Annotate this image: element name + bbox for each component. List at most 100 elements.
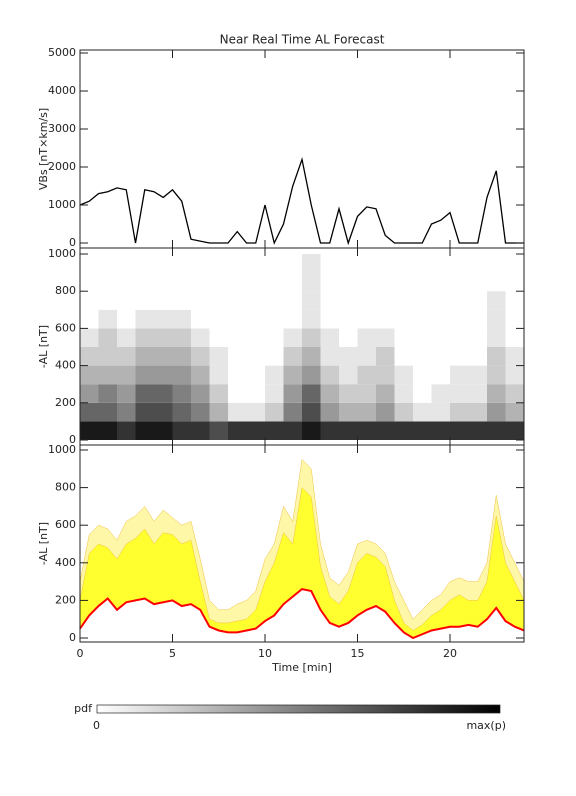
- y-axis-label: -AL [nT]: [37, 325, 50, 368]
- y-tick-label: 600: [55, 321, 76, 334]
- heatmap-cell: [357, 309, 376, 329]
- heatmap-cell: [320, 384, 339, 403]
- heatmap-cell: [413, 309, 432, 329]
- heatmap-cell: [265, 347, 284, 366]
- heatmap-cell: [302, 421, 321, 440]
- heatmap-cell: [117, 384, 136, 403]
- heatmap-cell: [394, 291, 413, 310]
- heatmap-cell: [191, 421, 210, 440]
- heatmap-cell: [357, 384, 376, 403]
- heatmap-cell: [302, 272, 321, 292]
- heatmap-cell: [191, 402, 210, 422]
- heatmap-cell: [376, 347, 395, 366]
- heatmap-cell: [283, 291, 302, 310]
- heatmap-cell: [228, 365, 247, 385]
- heatmap-cell: [246, 272, 265, 292]
- heatmap-cell: [154, 254, 173, 273]
- heatmap-cell: [135, 402, 154, 422]
- heatmap-cell: [246, 421, 265, 440]
- heatmap-cell: [117, 272, 136, 292]
- heatmap-cell: [117, 365, 136, 385]
- y-tick-label: 800: [55, 284, 76, 297]
- heatmap-cell: [468, 421, 487, 440]
- heatmap-cell: [487, 254, 506, 273]
- heatmap-cell: [376, 272, 395, 292]
- heatmap-cell: [228, 347, 247, 366]
- heatmap-cell: [302, 365, 321, 385]
- heatmap-cell: [487, 328, 506, 347]
- heatmap-cell: [283, 365, 302, 385]
- heatmap-cell: [191, 328, 210, 347]
- heatmap-cell: [468, 272, 487, 292]
- heatmap-cell: [431, 421, 450, 440]
- heatmap-cell: [450, 347, 469, 366]
- heatmap-cell: [450, 272, 469, 292]
- heatmap-cell: [357, 328, 376, 347]
- x-axis-label: Time [min]: [271, 661, 332, 674]
- x-tick-label: 5: [169, 647, 176, 660]
- heatmap-cell: [80, 272, 99, 292]
- heatmap-cell: [265, 254, 284, 273]
- heatmap-cell: [265, 328, 284, 347]
- colorbar-max-label: max(p): [466, 719, 506, 732]
- heatmap-cell: [154, 365, 173, 385]
- heatmap-cell: [339, 402, 358, 422]
- y-tick-label: 400: [55, 556, 76, 569]
- heatmap-cell: [283, 402, 302, 422]
- heatmap-cell: [80, 402, 99, 422]
- heatmap-cell: [413, 347, 432, 366]
- heatmap-cell: [283, 254, 302, 273]
- heatmap-cell: [228, 328, 247, 347]
- heatmap-cell: [135, 291, 154, 310]
- heatmap-cell: [413, 365, 432, 385]
- heatmap-cell: [135, 347, 154, 366]
- y-tick-label: 400: [55, 359, 76, 372]
- heatmap-cell: [191, 254, 210, 273]
- y-tick-label: 1000: [48, 198, 76, 211]
- plot-frame: [79, 444, 525, 643]
- heatmap-cell: [98, 365, 117, 385]
- heatmap-cell: [487, 272, 506, 292]
- heatmap-cell: [172, 384, 191, 403]
- heatmap-cell: [302, 328, 321, 347]
- heatmap-cell: [172, 309, 191, 329]
- heatmap-cell: [413, 328, 432, 347]
- heatmap-cell: [302, 402, 321, 422]
- heatmap-cell: [98, 254, 117, 273]
- heatmap-cell: [450, 365, 469, 385]
- heatmap-cell: [135, 328, 154, 347]
- heatmap-cell: [339, 291, 358, 310]
- data-line: [79, 156, 524, 246]
- heatmap-cell: [283, 384, 302, 403]
- heatmap-cell: [450, 254, 469, 273]
- heatmap-cell: [376, 291, 395, 310]
- heatmap-cell: [394, 347, 413, 366]
- heatmap-cell: [320, 347, 339, 366]
- heatmap-cell: [228, 254, 247, 273]
- heatmap-cell: [487, 402, 506, 422]
- heatmap-cell: [376, 384, 395, 403]
- heatmap-cell: [431, 384, 450, 403]
- heatmap-cell: [117, 421, 136, 440]
- heatmap-cell: [431, 365, 450, 385]
- heatmap-cell: [228, 384, 247, 403]
- heatmap-cell: [487, 347, 506, 366]
- heatmap-cell: [468, 365, 487, 385]
- heatmap-cell: [246, 291, 265, 310]
- heatmap-cell: [413, 272, 432, 292]
- y-tick-label: 200: [55, 396, 76, 409]
- heatmap-cell: [302, 254, 321, 273]
- heatmap-cell: [376, 328, 395, 347]
- heatmap-cell: [172, 254, 191, 273]
- heatmap-cell: [487, 309, 506, 329]
- heatmap-cell: [505, 309, 524, 329]
- median-line: [79, 588, 525, 640]
- y-tick-label: 1000: [48, 247, 76, 260]
- heatmap-cell: [209, 347, 228, 366]
- heatmap-cell: [505, 384, 524, 403]
- heatmap-cell: [468, 254, 487, 273]
- heatmap-cell: [505, 347, 524, 366]
- y-tick-label: 0: [69, 631, 76, 644]
- heatmap-cell: [505, 328, 524, 347]
